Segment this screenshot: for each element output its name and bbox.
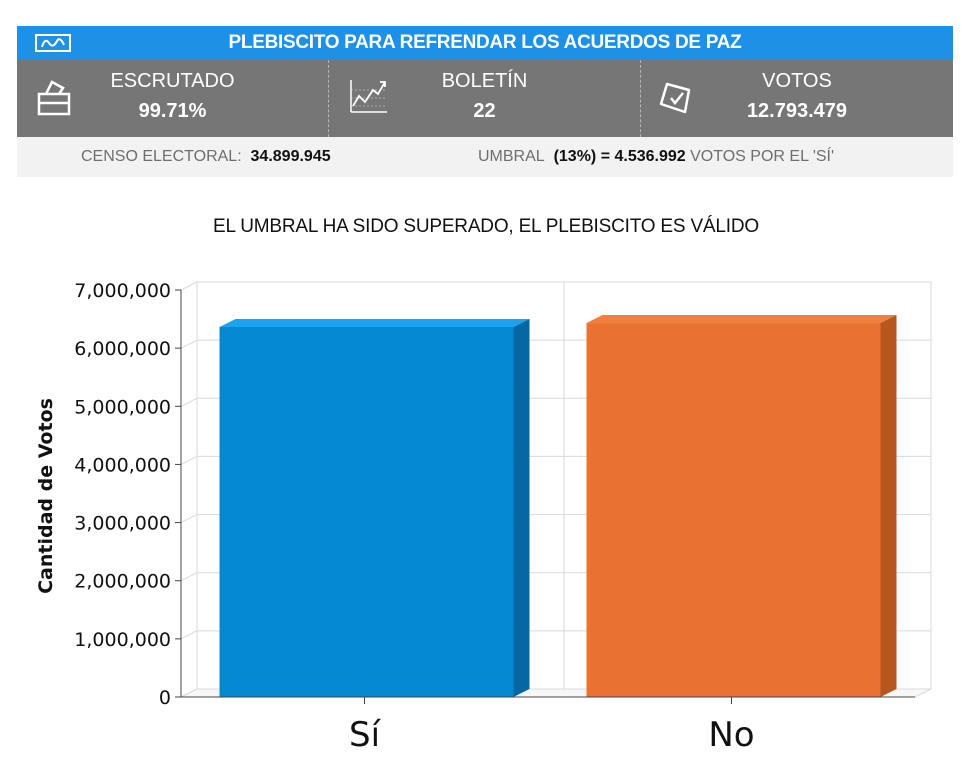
x-tick-label: Sí (349, 715, 382, 755)
gridline-depth (180, 339, 198, 349)
y-axis-title: Cantidad de Votos (35, 398, 57, 594)
stat-escrutado: ESCRUTADO 99.71% (17, 60, 328, 137)
bar-no (586, 323, 881, 697)
chart-title: EL UMBRAL HA SIDO SUPERADO, EL PLEBISCIT… (213, 216, 759, 237)
stat-value: 12.793.479 (746, 100, 848, 122)
header-bar: PLEBISCITO PARA REFRENDAR LOS ACUERDOS D… (17, 26, 953, 60)
stat-label: ESCRUTADO (110, 70, 235, 92)
umbral-info: UMBRAL (13%) = 4.536.992 VOTOS POR EL 'S… (478, 137, 834, 177)
stat-boletin: BOLETÍN 22 (329, 60, 640, 137)
y-tick-label: 1,000,000 (74, 629, 171, 651)
gridline-depth (180, 455, 198, 465)
y-tick-label: 6,000,000 (74, 338, 171, 360)
y-tick-label: 0 (159, 687, 171, 709)
y-tick-label: 2,000,000 (74, 571, 171, 593)
vote-ticket-icon (659, 82, 691, 114)
stat-label: BOLETÍN (441, 70, 528, 92)
gridline-depth (180, 397, 198, 407)
bar-si (219, 326, 514, 697)
ballot-box-icon (37, 80, 71, 116)
y-tick-label: 7,000,000 (74, 280, 171, 302)
census-bar: CENSO ELECTORAL: 34.899.945 UMBRAL (13%)… (17, 137, 953, 177)
colombia-logo-icon (35, 34, 71, 52)
y-tick-label: 4,000,000 (74, 454, 171, 476)
y-tick-label: 3,000,000 (74, 513, 171, 535)
bar-side (880, 315, 897, 697)
bar-top (586, 315, 897, 324)
stat-votos: VOTOS 12.793.479 (641, 60, 953, 137)
umbral-value: (13%) = 4.536.992 (553, 148, 686, 165)
stat-value: 22 (473, 100, 496, 122)
census-electoral: CENSO ELECTORAL: 34.899.945 (81, 137, 331, 177)
umbral-label: UMBRAL (478, 148, 545, 165)
census-value: 34.899.945 (250, 148, 331, 165)
census-label: CENSO ELECTORAL: (81, 148, 242, 165)
gridline-depth (180, 514, 198, 524)
y-tick-label: 5,000,000 (74, 396, 171, 418)
gridline-depth (180, 572, 198, 582)
divider (640, 60, 641, 137)
gridline-depth (180, 281, 198, 291)
x-tick-label: No (708, 715, 754, 755)
bar-side (513, 318, 530, 697)
gridline-depth (180, 630, 198, 640)
bar-top (219, 318, 530, 327)
umbral-suffix: VOTOS POR EL 'SÍ' (690, 148, 835, 165)
divider (328, 60, 329, 137)
chart-growth-icon (350, 80, 387, 113)
page-title: PLEBISCITO PARA REFRENDAR LOS ACUERDOS D… (228, 32, 742, 53)
stat-value: 99.71% (138, 100, 207, 122)
stat-label: VOTOS (762, 70, 832, 92)
stats-bar: ESCRUTADO 99.71% BOLETÍN 22 VOTOS 12.793… (17, 60, 953, 137)
